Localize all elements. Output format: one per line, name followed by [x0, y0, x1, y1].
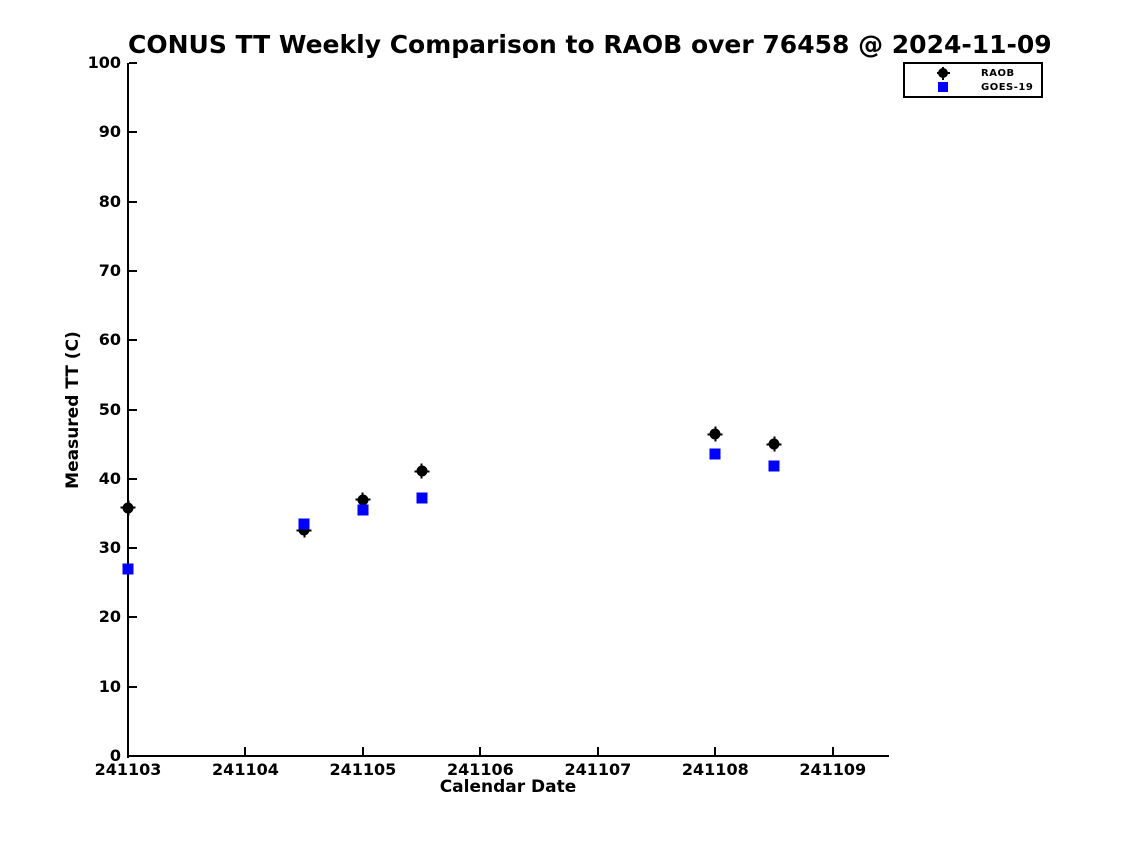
legend-row-goes19: GOES-19	[905, 80, 1041, 94]
y-tick	[129, 408, 137, 411]
x-axis-spine	[127, 755, 889, 757]
y-tick	[129, 477, 137, 480]
x-tick-label: 241104	[212, 760, 279, 779]
x-tick	[127, 747, 129, 755]
x-tick	[361, 747, 364, 755]
y-tick	[129, 616, 137, 619]
y-tick	[129, 269, 137, 272]
y-tick-label: 20	[98, 607, 121, 627]
legend-label-raob: RAOB	[981, 67, 1015, 79]
raob-point	[296, 522, 312, 538]
raob-point	[120, 500, 136, 516]
x-tick	[479, 747, 482, 755]
y-tick	[129, 200, 137, 203]
y-tick	[129, 131, 137, 134]
x-axis-label: Calendar Date	[439, 777, 577, 797]
raob-point	[355, 492, 371, 508]
x-tick-label: 241105	[329, 760, 397, 779]
x-tick-label: 241108	[681, 760, 749, 779]
y-tick	[129, 547, 137, 550]
y-tick	[129, 685, 137, 688]
x-tick	[831, 747, 834, 755]
chart-title: CONUS TT Weekly Comparison to RAOB over …	[128, 30, 1052, 59]
raob-marker-part	[416, 465, 428, 477]
goes-19-point	[768, 460, 780, 472]
x-tick	[596, 747, 599, 755]
raob-circle-icon	[936, 66, 950, 80]
x-tick	[714, 747, 717, 755]
goes-19-point	[709, 448, 721, 460]
y-tick	[129, 339, 137, 342]
x-tick-label: 241109	[799, 760, 867, 779]
goes-19-point	[416, 492, 428, 503]
raob-point	[766, 436, 782, 452]
raob-marker-part	[298, 524, 310, 536]
x-tick	[244, 747, 247, 755]
raob-marker-part	[709, 428, 721, 440]
y-tick-label: 90	[98, 122, 121, 142]
legend-label-goes19: GOES-19	[981, 81, 1034, 93]
y-tick-label: 100	[87, 53, 121, 72]
goes19-legend-marker-cell	[905, 82, 981, 92]
y-tick-label: 40	[98, 468, 121, 488]
raob-marker-part	[768, 438, 780, 450]
y-tick-label: 10	[98, 676, 121, 696]
goes-19-point	[122, 563, 134, 575]
raob-marker-part	[122, 502, 134, 514]
x-tick-label: 241106	[446, 760, 514, 779]
goes-19-point	[298, 518, 310, 530]
raob-point	[414, 463, 430, 479]
y-tick-label: 70	[98, 260, 121, 280]
goes19-square-icon	[938, 82, 948, 92]
legend-row-raob: RAOB	[905, 66, 1041, 80]
x-tick-label: 241107	[564, 760, 632, 779]
goes-19-point	[357, 504, 369, 516]
raob-point	[707, 426, 723, 442]
x-tick-label: 241103	[94, 760, 162, 779]
raob-marker-part	[357, 494, 369, 506]
y-tick	[129, 62, 137, 64]
y-tick-label: 80	[98, 191, 121, 211]
y-axis-spine	[127, 63, 129, 758]
y-tick-label: 0	[109, 746, 121, 765]
y-tick-label: 30	[98, 538, 121, 558]
raob-legend-marker-cell	[905, 66, 981, 80]
y-tick	[129, 755, 137, 757]
y-tick-label: 50	[98, 399, 121, 419]
legend: RAOB GOES-19	[903, 62, 1043, 98]
y-tick-label: 60	[98, 330, 121, 350]
